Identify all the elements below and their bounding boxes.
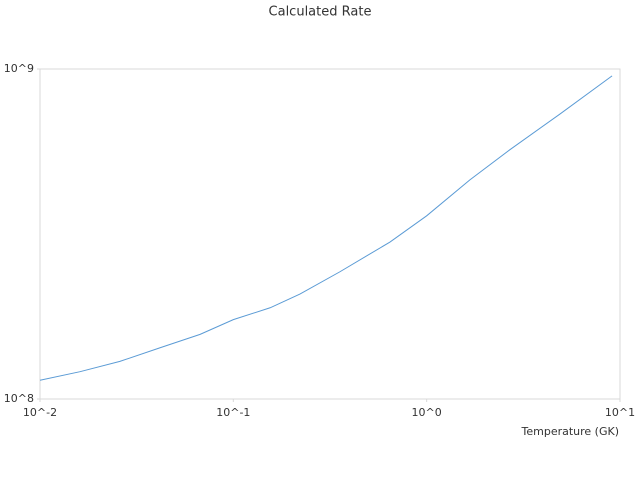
y-tick-label: 10^8 [4,392,34,405]
x-axis-label: Temperature (GK) [521,425,620,438]
x-tick-label: 10^1 [605,406,635,419]
data-line [39,75,613,381]
y-tick-label: 10^9 [4,62,34,75]
x-tick-label: 10^0 [412,406,442,419]
plot-frame [39,68,621,400]
x-tick-label: 10^-1 [216,406,250,419]
chart-title: Calculated Rate [269,5,372,20]
x-tick-label: 10^-2 [23,406,57,419]
